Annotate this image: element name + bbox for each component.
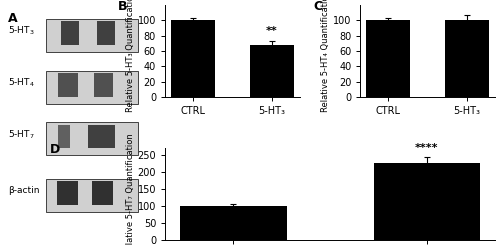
FancyBboxPatch shape xyxy=(46,122,138,155)
FancyBboxPatch shape xyxy=(58,125,70,148)
FancyBboxPatch shape xyxy=(88,125,115,148)
FancyBboxPatch shape xyxy=(62,21,79,45)
Bar xyxy=(250,45,294,97)
Text: B: B xyxy=(118,0,128,13)
FancyBboxPatch shape xyxy=(92,181,113,205)
Text: C: C xyxy=(313,0,322,13)
FancyBboxPatch shape xyxy=(94,73,113,97)
Y-axis label: Relative 5-HT₃ Quantification: Relative 5-HT₃ Quantification xyxy=(126,0,135,112)
Bar xyxy=(172,20,214,97)
Y-axis label: Relative 5-HT₄ Quantification: Relative 5-HT₄ Quantification xyxy=(321,0,330,112)
Text: A: A xyxy=(8,12,18,25)
FancyBboxPatch shape xyxy=(58,73,78,97)
Bar xyxy=(180,206,286,240)
Y-axis label: Relative 5-HT₇ Quantification: Relative 5-HT₇ Quantification xyxy=(126,133,134,245)
Text: **: ** xyxy=(266,26,278,37)
Bar xyxy=(374,162,480,240)
FancyBboxPatch shape xyxy=(46,71,138,104)
Text: 5-HT$_4$: 5-HT$_4$ xyxy=(8,76,35,89)
FancyBboxPatch shape xyxy=(97,21,114,45)
Text: ****: **** xyxy=(415,143,438,153)
Bar xyxy=(446,20,489,97)
Bar xyxy=(366,20,410,97)
FancyBboxPatch shape xyxy=(46,19,138,52)
Text: 5-HT$_7$: 5-HT$_7$ xyxy=(8,128,35,141)
Text: D: D xyxy=(50,143,60,156)
FancyBboxPatch shape xyxy=(57,181,78,205)
FancyBboxPatch shape xyxy=(46,179,138,212)
Text: β-actin: β-actin xyxy=(8,186,40,195)
Text: 5-HT$_3$: 5-HT$_3$ xyxy=(8,24,35,37)
